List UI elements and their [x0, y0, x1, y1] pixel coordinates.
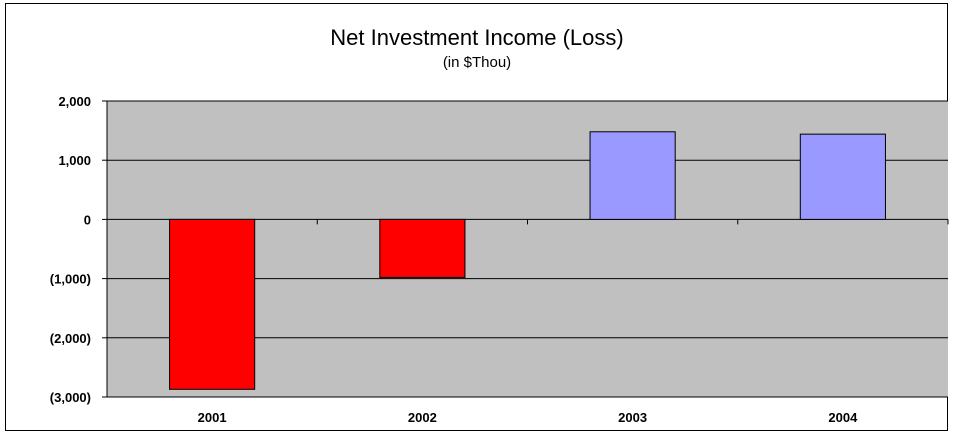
- chart-frame: Net Investment Income (Loss) (in $Thou) …: [5, 3, 949, 431]
- bar-2001: [169, 218, 256, 390]
- chart-title: Net Investment Income (Loss): [330, 25, 623, 50]
- bar-2002: [379, 218, 466, 278]
- bar-2004: [799, 133, 886, 220]
- y-tick-label: 2,000: [58, 94, 91, 109]
- y-tick-label: (3,000): [50, 390, 91, 405]
- x-tick-label: 2002: [408, 410, 437, 425]
- plot-area: 2,000 1,000 0 (1,000) (2,000) (3,000) 2001 2002…: [50, 94, 949, 425]
- x-tick-label: 2001: [198, 410, 227, 425]
- y-tick-label: 1,000: [58, 153, 91, 168]
- chart-subtitle: (in $Thou): [443, 54, 511, 71]
- y-tick-label: (1,000): [50, 272, 91, 287]
- net-investment-income-chart: Net Investment Income (Loss) (in $Thou) …: [50, 25, 949, 425]
- y-tick-label: 0: [84, 212, 91, 227]
- x-tick-label: 2003: [618, 410, 647, 425]
- bar-2003: [589, 131, 676, 220]
- y-tick-label: (2,000): [50, 331, 91, 346]
- x-tick-label: 2004: [828, 410, 858, 425]
